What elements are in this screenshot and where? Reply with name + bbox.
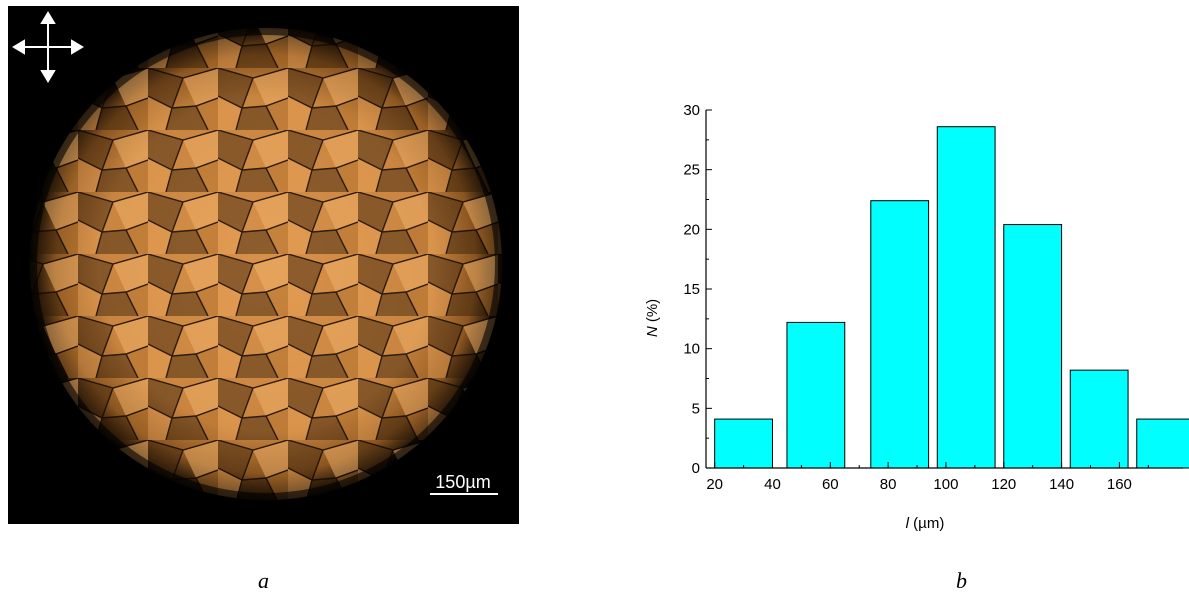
histogram-chart: 0 5 10 15 20 25 30 20 40 60 80 100 120 140 160 l (µm)… [644,102,1189,532]
panel-label-b: b [956,568,967,593]
histogram-bar-3 [936,126,996,469]
bars-group [714,126,1189,469]
histogram-bar-5 [1069,369,1129,469]
micrograph-image: 150µm [8,6,519,524]
histogram-bar-4 [1003,224,1063,469]
scale-bar-label: 150µm [435,472,490,492]
x-tick-label: 120 [991,476,1016,493]
x-tick-label: 80 [880,476,897,493]
x-ticks: 20 40 60 80 100 120 140 160 [706,462,1149,493]
y-ticks: 0 5 10 15 20 25 30 [683,102,712,477]
x-tick-label: 20 [706,476,723,493]
crossed-polarizers-icon [12,11,84,83]
y-tick-label: 20 [683,221,700,238]
x-tick-label: 60 [822,476,839,493]
x-tick-label: 160 [1107,476,1132,493]
histogram-bar-6 [1136,418,1189,469]
panel-label-a: a [258,568,269,593]
x-axis-title: l (µm) [906,515,945,532]
y-tick-label: 25 [683,162,700,179]
y-tick-label: 0 [692,460,700,477]
y-tick-label: 15 [683,281,700,298]
x-tick-label: 140 [1049,476,1074,493]
x-tick-label: 100 [933,476,958,493]
histogram-bar-1 [786,321,846,469]
y-tick-label: 10 [683,341,700,358]
x-tick-label: 40 [764,476,781,493]
y-tick-label: 5 [692,400,700,417]
histogram-bar-0 [714,418,773,469]
y-axis-title: N (%) [644,299,661,337]
y-tick-label: 30 [683,102,700,119]
histogram-bar-2 [870,200,930,469]
